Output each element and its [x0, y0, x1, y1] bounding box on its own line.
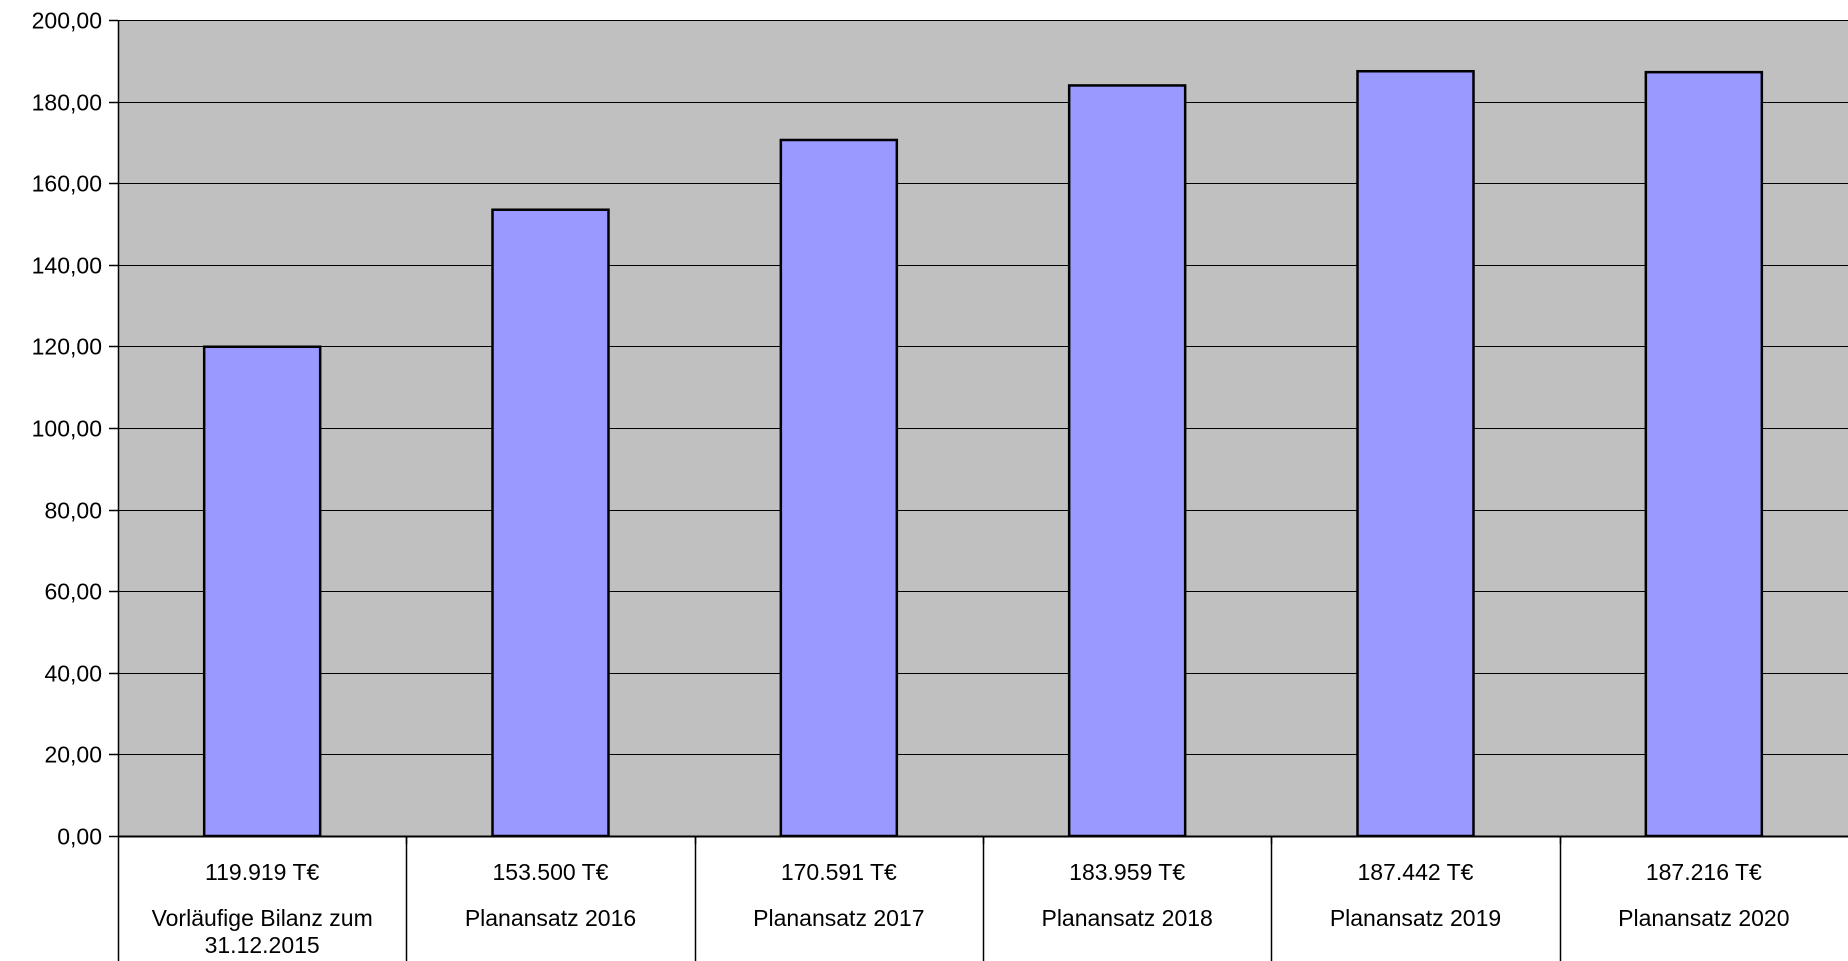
- x-tick-label: Planansatz 2017: [753, 905, 924, 931]
- y-tick-label: 120,00: [32, 334, 102, 360]
- bar: [779, 138, 899, 838]
- x-tick-label: Planansatz 2019: [1330, 905, 1501, 931]
- bar: [491, 208, 610, 838]
- x-tick-label: Planansatz 2020: [1618, 905, 1789, 931]
- bar: [1644, 70, 1764, 838]
- data-label: 119.919 T€: [205, 859, 319, 885]
- x-tick-label: Planansatz 2018: [1041, 905, 1212, 931]
- y-tick-label: 160,00: [32, 171, 102, 197]
- data-label: 187.442 T€: [1358, 859, 1474, 885]
- y-tick-label: 140,00: [32, 253, 102, 279]
- y-tick-label: 20,00: [44, 742, 102, 768]
- bar: [202, 345, 322, 838]
- data-label: 170.591 T€: [781, 859, 897, 885]
- data-label: 153.500 T€: [493, 859, 609, 885]
- data-label: 183.959 T€: [1069, 859, 1185, 885]
- y-tick-label: 40,00: [44, 661, 102, 687]
- bars: [202, 69, 1764, 838]
- y-tick-label: 100,00: [32, 416, 102, 442]
- x-tick-label: Vorläufige Bilanz zum: [152, 905, 373, 931]
- bar: [1356, 69, 1475, 838]
- y-tick-label: 80,00: [44, 498, 102, 524]
- y-tick-label: 200,00: [32, 8, 102, 34]
- gridlines: [118, 20, 1848, 837]
- y-tick-label: 0,00: [57, 824, 102, 850]
- x-tick-label: Planansatz 2016: [465, 905, 636, 931]
- x-tick-label: 31.12.2015: [205, 932, 320, 958]
- y-tick-label: 180,00: [32, 90, 102, 116]
- data-label: 187.216 T€: [1646, 859, 1762, 885]
- y-tick-label: 60,00: [44, 579, 102, 605]
- category-table: 119.919 T€ Vorläufige Bilanz zum31.12.201…: [118, 835, 1848, 961]
- bar: [1067, 84, 1187, 838]
- y-axis: 0,00 20,00 40,00 60,00 80,00 100,00 120,00 140,…: [32, 8, 120, 961]
